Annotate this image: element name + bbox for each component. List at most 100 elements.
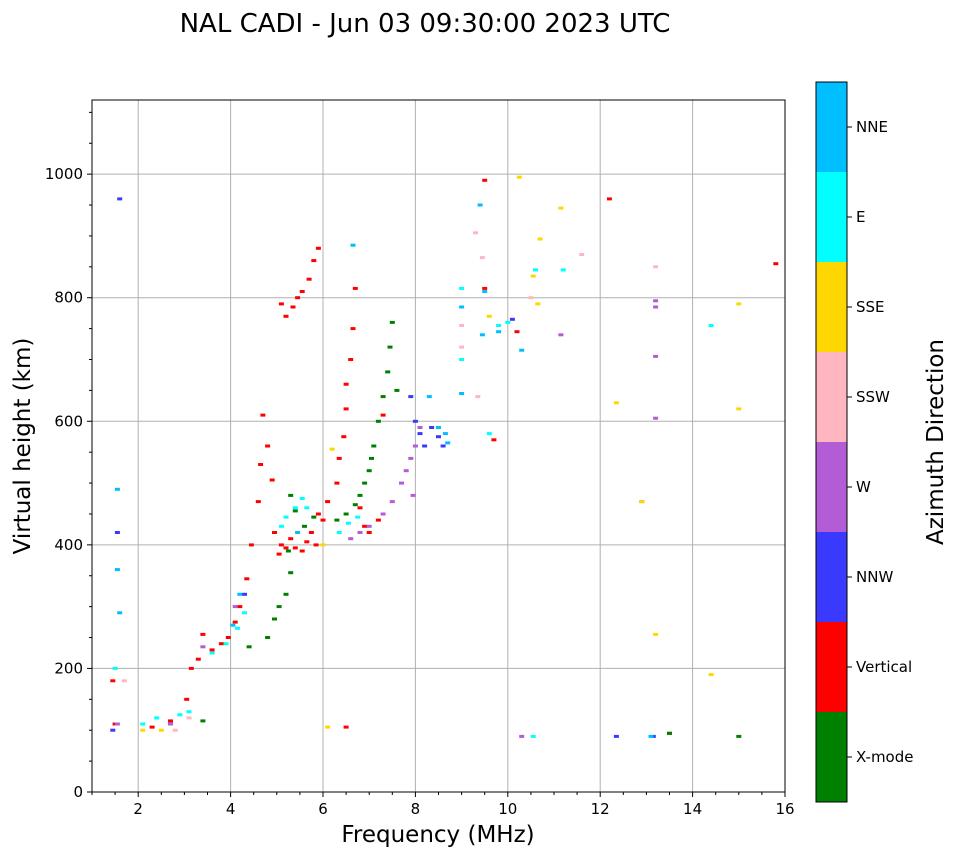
data-point-e [459, 286, 465, 290]
data-point-nne [117, 611, 123, 615]
data-point-w [519, 734, 525, 738]
data-point-x-mode [285, 549, 291, 553]
data-point-sse [558, 206, 564, 210]
x-tick-label: 10 [498, 800, 517, 818]
data-point-vertical [276, 552, 282, 556]
data-point-vertical [380, 413, 386, 417]
data-point-vertical [295, 296, 301, 300]
data-point-x-mode [352, 503, 358, 507]
data-point-x-mode [375, 419, 381, 423]
data-point-x-mode [380, 395, 386, 399]
data-point-x-mode [736, 734, 742, 738]
data-point-vertical [195, 657, 201, 661]
data-point-e [345, 521, 351, 525]
data-point-vertical [258, 463, 264, 466]
data-point-x-mode [366, 469, 372, 473]
data-point-e [505, 320, 511, 324]
data-point-e [336, 531, 342, 534]
data-point-vertical [278, 302, 284, 306]
data-point-vertical [362, 524, 368, 528]
data-point-e [177, 713, 183, 717]
data-point-vertical [248, 543, 254, 547]
data-point-e [292, 506, 298, 510]
data-point-e [459, 358, 465, 361]
x-axis-ticks: 2 4 6 8 10 12 14 16 [91, 792, 795, 818]
colorbar-tick-label: Vertical [856, 658, 912, 676]
data-point-w [399, 481, 404, 485]
data-point-vertical [272, 531, 277, 534]
data-point-nnw [422, 444, 428, 448]
data-point-vertical [773, 262, 779, 266]
data-point-sse [639, 500, 645, 504]
colorbar-swatch [816, 442, 847, 532]
data-point-vertical [308, 531, 314, 534]
data-point-w [403, 469, 409, 473]
data-point-vertical [352, 286, 358, 290]
data-point-nne [350, 243, 356, 247]
data-point-w [357, 531, 363, 534]
data-point-nne [477, 203, 483, 207]
data-point-e [242, 611, 247, 615]
data-point-e [112, 666, 118, 670]
data-point-nnw [613, 734, 619, 738]
data-point-vertical [110, 679, 116, 683]
data-point-nne [445, 441, 451, 445]
data-point-vertical [315, 512, 321, 516]
data-point-sse [530, 274, 536, 278]
data-point-x-mode [283, 592, 289, 596]
data-point-vertical [278, 543, 284, 547]
data-point-w [389, 500, 395, 504]
x-tick-label: 4 [226, 800, 236, 818]
data-point-vertical [290, 305, 296, 309]
data-point-e [299, 497, 305, 500]
data-point-w [408, 456, 414, 460]
data-point-ssw [479, 256, 485, 260]
data-point-w [558, 333, 564, 337]
colorbar-frame [815, 81, 848, 803]
data-point-e [154, 716, 160, 720]
x-tick-label: 16 [775, 800, 794, 818]
data-point-nnw [429, 426, 435, 429]
data-point-w [168, 722, 173, 726]
data-point-x-mode [288, 493, 294, 497]
data-point-vertical [482, 286, 488, 290]
data-point-w [380, 512, 386, 516]
data-point-vertical [343, 407, 349, 411]
data-point-vertical [244, 577, 250, 581]
data-point-w [653, 354, 659, 358]
data-point-e [209, 651, 215, 655]
data-point-sse [320, 543, 326, 547]
colorbar: X-mode Vertical NNW W SSW SSE E NNE [815, 81, 913, 803]
data-point-w [366, 524, 372, 528]
data-point-vertical [168, 719, 173, 723]
data-point-x-mode [667, 731, 672, 735]
data-point-sse [329, 447, 335, 451]
chart-title: NAL CADI - Jun 03 09:30:00 2023 UTC [180, 9, 671, 39]
data-point-w [232, 605, 238, 609]
data-point-vertical [343, 725, 349, 729]
data-point-sse [516, 175, 522, 179]
data-point-nne [114, 487, 120, 491]
data-point-vertical [283, 314, 289, 318]
data-point-vertical [606, 197, 612, 201]
data-point-vertical [288, 537, 294, 541]
data-point-ssw [579, 253, 585, 256]
data-point-nnw [417, 432, 423, 436]
data-point-nnw [117, 197, 123, 201]
data-point-x-mode [302, 524, 307, 528]
data-point-e [283, 515, 289, 519]
data-point-sse [158, 728, 164, 732]
data-point-vertical [334, 481, 340, 485]
y-tick-label: 200 [54, 659, 83, 677]
data-point-x-mode [288, 571, 294, 575]
data-point-sse [325, 725, 331, 729]
data-point-vertical [482, 178, 488, 182]
data-point-x-mode [371, 444, 377, 448]
data-point-nne [230, 623, 236, 627]
data-point-vertical [237, 605, 243, 609]
y-tick-label: 600 [54, 412, 83, 430]
data-point-x-mode [387, 345, 393, 349]
data-point-ssw [459, 345, 465, 349]
data-point-nne [479, 333, 485, 337]
data-point-ssw [172, 728, 178, 732]
